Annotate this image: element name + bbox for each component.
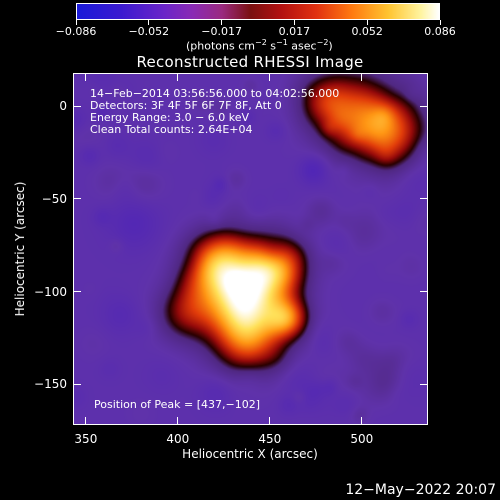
x-tick-mark [361, 417, 363, 425]
annotation-time-range: 14−Feb−2014 03:56:56.000 to 04:02:56.000 [90, 87, 340, 100]
x-tick-mark [177, 417, 179, 425]
colorbar-tick [293, 20, 295, 25]
x-tick-mark [85, 417, 87, 425]
x-tick-mark [269, 73, 271, 81]
x-tick-mark [85, 73, 87, 81]
colorbar-tick [75, 20, 77, 25]
y-tick-mark [73, 198, 81, 200]
y-tick-mark [420, 105, 428, 107]
annotation-energy: Energy Range: 3.0 − 6.0 keV [90, 111, 250, 124]
y-tick-label: −100 [34, 284, 67, 299]
y-tick-mark [420, 291, 428, 293]
units-exp-1: −2 [254, 38, 267, 47]
units-text-4: ) [328, 39, 333, 53]
colorbar-tick-label: −0.086 [55, 25, 97, 38]
y-tick-mark [73, 383, 81, 385]
y-tick-label: 0 [59, 99, 67, 114]
x-tick-label: 500 [350, 432, 374, 446]
colorbar-tick [148, 20, 150, 25]
colorbar-tick-label: −0.017 [201, 25, 242, 38]
colorbar-tick [439, 20, 441, 25]
units-exp-3: −2 [316, 38, 329, 47]
annotation-detectors: Detectors: 3F 4F 5F 6F 7F 8F, Att 0 [90, 99, 282, 112]
colorbar-tick [366, 20, 368, 25]
y-tick-mark [420, 198, 428, 200]
colorbar-tick-label: 0.086 [424, 25, 456, 38]
x-tick-mark [269, 417, 271, 425]
x-tick-label: 350 [74, 432, 98, 446]
annotation-peak: Position of Peak = [437,−102] [94, 398, 261, 411]
y-axis-label: Heliocentric Y (arcsec) [13, 181, 27, 317]
units-exp-2: −1 [276, 38, 288, 47]
x-tick-mark [177, 73, 179, 81]
colorbar-tick [221, 20, 223, 25]
x-axis-label: Heliocentric X (arcsec) [182, 447, 318, 461]
y-tick-mark [73, 291, 81, 293]
y-tick-label: −150 [34, 377, 67, 392]
colorbar-tick-label: −0.052 [128, 25, 170, 38]
x-tick-label: 400 [166, 432, 190, 446]
rhessi-image: 14−Feb−2014 03:56:56.000 to 04:02:56.000… [73, 73, 428, 425]
colorbar-units: (photons cm−2 s−1 asec−2) [186, 38, 333, 53]
colorbar-tick-label: 0.052 [351, 25, 383, 38]
plot-title: Reconstructed RHESSI Image [136, 53, 364, 71]
colorbar [76, 3, 440, 20]
y-tick-label: −50 [41, 191, 67, 206]
y-tick-mark [73, 105, 81, 107]
units-text-1: (photons cm [186, 39, 255, 53]
x-tick-mark [361, 73, 363, 81]
units-text-3: asec [287, 39, 317, 53]
heatmap-canvas [74, 74, 427, 424]
colorbar-tick-label: 0.017 [278, 25, 311, 38]
units-text-2: s [266, 39, 277, 53]
y-tick-mark [420, 383, 428, 385]
annotation-clean: Clean Total counts: 2.64E+04 [90, 123, 253, 136]
timestamp: 12−May−2022 20:07 [345, 482, 496, 498]
x-tick-label: 450 [258, 432, 282, 446]
